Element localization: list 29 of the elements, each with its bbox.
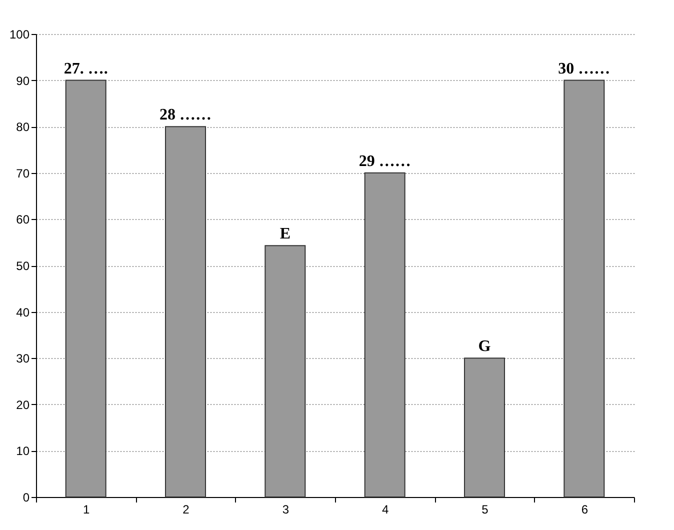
x-tick-label: 4 bbox=[382, 502, 389, 516]
annotation: 29 …… bbox=[358, 152, 411, 170]
annotation: 27. …. bbox=[64, 60, 108, 78]
y-tick-label: 40 bbox=[16, 305, 30, 320]
bar bbox=[65, 80, 106, 498]
annotation: 30 …… bbox=[558, 60, 610, 78]
y-tick-label: 0 bbox=[22, 490, 30, 504]
y-tick-label: 50 bbox=[16, 259, 30, 273]
annotation: E bbox=[280, 226, 291, 243]
y-tick-label: 30 bbox=[16, 352, 30, 366]
x-tick-label: 1 bbox=[82, 502, 90, 516]
bar bbox=[364, 172, 406, 498]
y-tick-label: 10 bbox=[16, 444, 30, 458]
bar bbox=[464, 358, 505, 498]
x-tick-label: 5 bbox=[482, 502, 489, 516]
bar bbox=[564, 80, 605, 498]
bar bbox=[264, 245, 306, 498]
y-tick-label: 80 bbox=[16, 120, 30, 134]
x-tick-label: 3 bbox=[282, 502, 290, 516]
y-tick-label: 60 bbox=[16, 212, 30, 227]
x-tick-label: 2 bbox=[182, 502, 190, 516]
annotation: 28 …… bbox=[160, 106, 212, 124]
y-tick-label: 90 bbox=[16, 74, 30, 88]
bar bbox=[165, 126, 206, 498]
y-tick-label: 100 bbox=[9, 28, 30, 42]
y-tick-label: 20 bbox=[16, 398, 30, 412]
y-tick-label: 70 bbox=[16, 166, 30, 180]
x-tick-label: 6 bbox=[581, 502, 588, 516]
annotation: G bbox=[478, 338, 492, 356]
